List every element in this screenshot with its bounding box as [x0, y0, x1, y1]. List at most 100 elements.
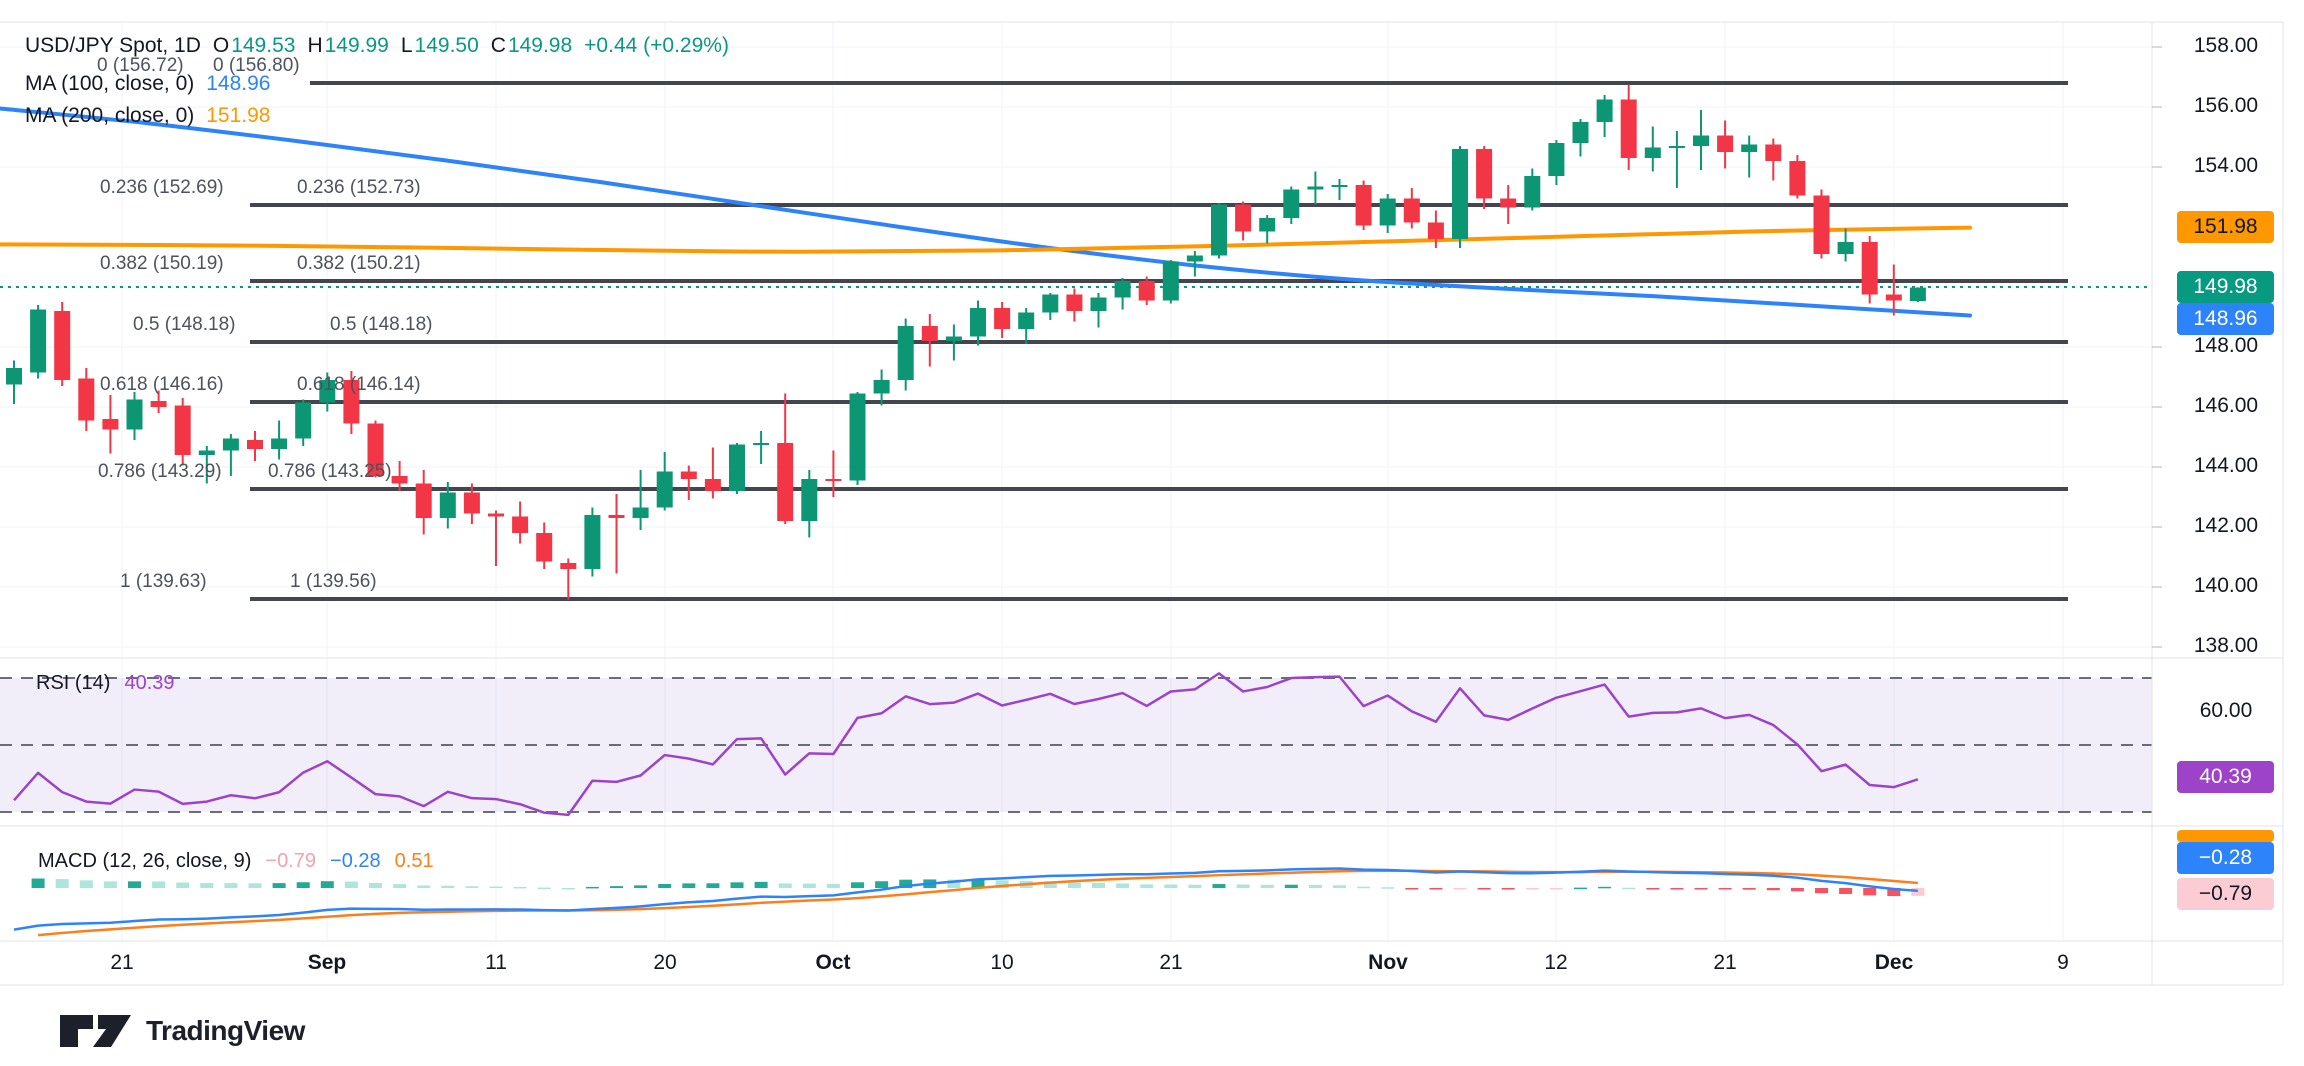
candle[interactable]	[1066, 294, 1083, 312]
candle[interactable]	[343, 380, 360, 424]
candle[interactable]	[1668, 146, 1685, 148]
macd-histogram-bar	[1574, 887, 1587, 890]
candle[interactable]	[1235, 204, 1252, 232]
fib-level-label: 0 (156.72)	[97, 55, 184, 76]
price-axis-label: 142.00	[2193, 514, 2259, 537]
candle[interactable]	[680, 471, 697, 480]
candle[interactable]	[295, 402, 312, 439]
candle[interactable]	[656, 471, 673, 508]
candle[interactable]	[391, 476, 408, 484]
legend-row-macd[interactable]: MACD (12, 26, close, 9) −0.79 −0.28 0.51	[38, 850, 434, 873]
candle[interactable]	[632, 507, 649, 519]
candle[interactable]	[970, 308, 986, 337]
candle[interactable]	[1741, 144, 1758, 153]
candle[interactable]	[1885, 294, 1902, 301]
candle[interactable]	[945, 336, 962, 342]
candle[interactable]	[1837, 242, 1854, 254]
candle[interactable]	[801, 479, 818, 521]
candle[interactable]	[1500, 198, 1517, 208]
candle[interactable]	[78, 378, 95, 421]
candle[interactable]	[415, 483, 432, 519]
legend-row-symbol[interactable]: USD/JPY Spot, 1D O149.53 H149.99 L149.50 C1…	[25, 34, 729, 58]
candle[interactable]	[1861, 242, 1878, 295]
candle[interactable]	[198, 450, 215, 456]
candle[interactable]	[512, 516, 529, 534]
candle[interactable]	[825, 479, 842, 481]
candle[interactable]	[994, 308, 1011, 329]
rsi-value: 40.39	[124, 672, 175, 694]
candle[interactable]	[584, 515, 601, 569]
candle[interactable]	[174, 405, 191, 456]
candle[interactable]	[849, 393, 866, 481]
candle[interactable]	[1765, 144, 1782, 162]
candle[interactable]	[30, 309, 47, 373]
tradingview-logo[interactable]: TradingView	[60, 1013, 305, 1049]
candle[interactable]	[1789, 161, 1806, 196]
candle[interactable]	[271, 438, 288, 450]
candle[interactable]	[1162, 261, 1179, 301]
candle[interactable]	[1693, 135, 1709, 147]
candle[interactable]	[150, 401, 167, 407]
candle[interactable]	[1548, 143, 1565, 176]
macd-histogram-bar	[1887, 888, 1901, 897]
candle[interactable]	[6, 368, 22, 385]
candle[interactable]	[1476, 149, 1493, 199]
candle[interactable]	[1331, 185, 1348, 187]
candle[interactable]	[54, 311, 71, 380]
candle[interactable]	[608, 515, 625, 518]
candle[interactable]	[1403, 198, 1420, 223]
candle[interactable]	[1138, 281, 1155, 301]
candle[interactable]	[488, 513, 504, 517]
candle[interactable]	[704, 479, 721, 491]
candle[interactable]	[1186, 255, 1203, 262]
candle[interactable]	[1452, 149, 1468, 239]
candle[interactable]	[102, 419, 119, 430]
candle[interactable]	[1090, 297, 1107, 312]
legend-row-rsi[interactable]: RSI (14) 40.39	[36, 672, 175, 695]
candle[interactable]	[1620, 99, 1637, 159]
candle[interactable]	[222, 438, 239, 451]
candle[interactable]	[126, 399, 143, 430]
candle[interactable]	[1307, 186, 1324, 190]
candle[interactable]	[1717, 135, 1734, 153]
candle[interactable]	[1524, 176, 1541, 208]
macd-histogram-bar	[1381, 887, 1395, 889]
candle[interactable]	[1211, 204, 1227, 256]
candle[interactable]	[873, 380, 890, 394]
ma100-line[interactable]	[0, 106, 1972, 318]
candle[interactable]	[319, 380, 336, 403]
candle[interactable]	[439, 492, 456, 519]
ma200-line[interactable]	[0, 225, 1972, 254]
candle[interactable]	[1572, 122, 1589, 143]
candle[interactable]	[560, 563, 577, 569]
candle[interactable]	[463, 492, 480, 514]
legend-row-ma200[interactable]: MA (200, close, 0) 151.98	[25, 104, 270, 128]
macd-line[interactable]	[13, 867, 1918, 931]
candle[interactable]	[729, 444, 745, 492]
candle[interactable]	[777, 443, 794, 521]
candle[interactable]	[536, 533, 553, 562]
candle[interactable]	[1813, 195, 1830, 255]
macd-histogram-bar	[561, 887, 575, 890]
candle[interactable]	[1283, 189, 1300, 219]
candle[interactable]	[1018, 312, 1035, 330]
candle[interactable]	[367, 423, 384, 477]
candle[interactable]	[1379, 198, 1396, 226]
legend-row-ma100[interactable]: MA (100, close, 0) 148.96	[25, 72, 270, 96]
candle[interactable]	[1114, 281, 1131, 298]
candle[interactable]	[1596, 99, 1613, 123]
candle[interactable]	[1644, 147, 1661, 159]
fib-level-label: 0 (156.80)	[213, 55, 300, 76]
candle[interactable]	[1259, 218, 1276, 232]
candle[interactable]	[1042, 294, 1059, 313]
candle[interactable]	[897, 326, 914, 380]
candle[interactable]	[247, 440, 263, 449]
candle[interactable]	[753, 443, 770, 445]
rsi-line[interactable]	[13, 672, 1919, 817]
candle[interactable]	[1909, 287, 1926, 302]
candle[interactable]	[1355, 185, 1372, 226]
candle[interactable]	[1427, 222, 1444, 240]
macd-histogram-bar	[152, 881, 166, 888]
candle[interactable]	[921, 326, 938, 341]
